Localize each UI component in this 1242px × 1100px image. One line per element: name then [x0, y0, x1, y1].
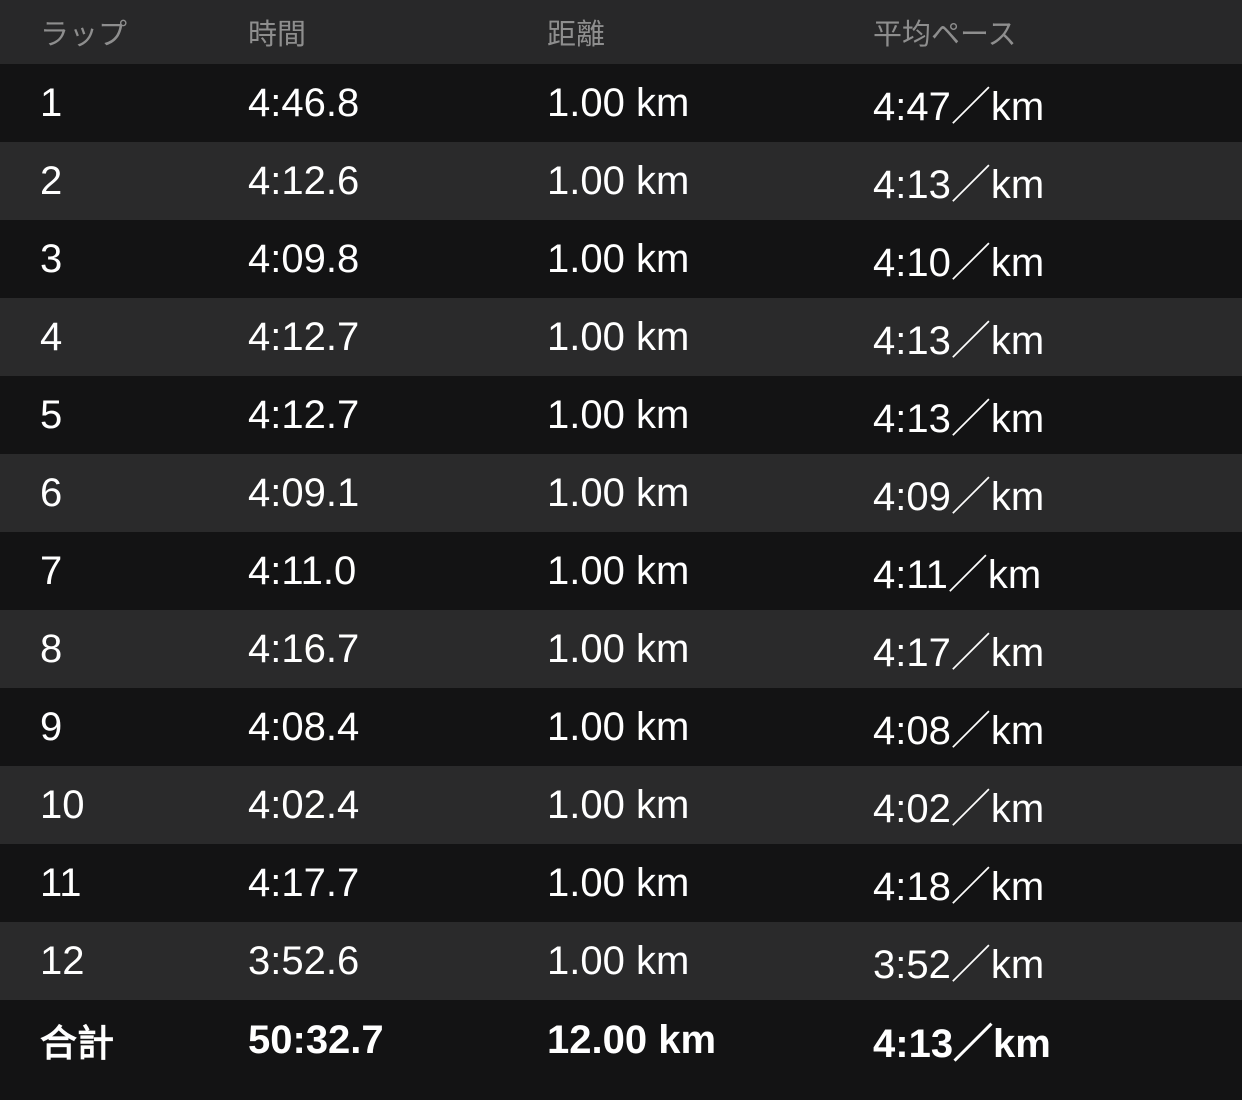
time-cell: 4:17.7 [248, 860, 360, 905]
distance-cell: 1.00 km [547, 938, 690, 983]
distance-cell: 1.00 km [547, 236, 690, 281]
table-row: 10 4:02.4 1.00 km 4:02／km [0, 766, 1242, 844]
time-cell: 3:52.6 [248, 938, 360, 983]
total-pace-cell: 4:13／km [873, 1022, 1051, 1066]
table-row: 8 4:16.7 1.00 km 4:17／km [0, 610, 1242, 688]
table-row: 2 4:12.6 1.00 km 4:13／km [0, 142, 1242, 220]
total-row: 合計 50:32.7 12.00 km 4:13／km [0, 1000, 1242, 1100]
distance-cell: 1.00 km [547, 548, 690, 593]
time-cell: 4:02.4 [248, 782, 360, 827]
lap-cell: 11 [40, 860, 82, 905]
pace-cell: 3:52／km [873, 943, 1045, 987]
column-header-lap: ラップ [40, 19, 128, 51]
table-row: 12 3:52.6 1.00 km 3:52／km [0, 922, 1242, 1000]
time-cell: 4:11.0 [248, 548, 357, 593]
distance-cell: 1.00 km [547, 314, 690, 359]
lap-cell: 5 [40, 392, 63, 437]
table-header: ラップ 時間 距離 平均ペース [0, 0, 1242, 64]
distance-cell: 1.00 km [547, 704, 690, 749]
lap-cell: 4 [40, 314, 63, 359]
column-header-time: 時間 [248, 19, 307, 51]
lap-cell: 8 [40, 626, 63, 671]
lap-cell: 7 [40, 548, 63, 593]
lap-cell: 1 [40, 80, 63, 125]
pace-cell: 4:08／km [873, 709, 1045, 753]
lap-cell: 9 [40, 704, 63, 749]
time-cell: 4:12.6 [248, 158, 360, 203]
lap-cell: 3 [40, 236, 63, 281]
distance-cell: 1.00 km [547, 470, 690, 515]
time-cell: 4:09.1 [248, 470, 360, 515]
distance-cell: 1.00 km [547, 158, 690, 203]
table-row: 3 4:09.8 1.00 km 4:10／km [0, 220, 1242, 298]
pace-cell: 4:09／km [873, 475, 1045, 519]
distance-cell: 1.00 km [547, 860, 690, 905]
table-row: 11 4:17.7 1.00 km 4:18／km [0, 844, 1242, 922]
lap-cell: 2 [40, 158, 63, 203]
column-header-pace: 平均ペース [873, 19, 1017, 51]
table-row: 7 4:11.0 1.00 km 4:11／km [0, 532, 1242, 610]
total-time-cell: 50:32.7 [248, 1017, 384, 1062]
pace-cell: 4:47／km [873, 85, 1045, 129]
distance-cell: 1.00 km [547, 80, 690, 125]
distance-cell: 1.00 km [547, 626, 690, 671]
distance-cell: 1.00 km [547, 782, 690, 827]
total-label: 合計 [40, 1023, 114, 1064]
column-header-distance: 距離 [547, 19, 606, 51]
lap-cell: 10 [40, 782, 85, 827]
pace-cell: 4:18／km [873, 865, 1045, 909]
table-row: 9 4:08.4 1.00 km 4:08／km [0, 688, 1242, 766]
time-cell: 4:46.8 [248, 80, 360, 125]
table-row: 4 4:12.7 1.00 km 4:13／km [0, 298, 1242, 376]
total-distance-cell: 12.00 km [547, 1017, 717, 1062]
pace-cell: 4:02／km [873, 787, 1045, 831]
time-cell: 4:08.4 [248, 704, 360, 749]
pace-cell: 4:17／km [873, 631, 1045, 675]
table-row: 1 4:46.8 1.00 km 4:47／km [0, 64, 1242, 142]
distance-cell: 1.00 km [547, 392, 690, 437]
pace-cell: 4:13／km [873, 319, 1045, 363]
pace-cell: 4:11／km [873, 553, 1042, 597]
time-cell: 4:16.7 [248, 626, 360, 671]
pace-cell: 4:13／km [873, 397, 1045, 441]
time-cell: 4:12.7 [248, 314, 360, 359]
pace-cell: 4:10／km [873, 241, 1045, 285]
lap-cell: 6 [40, 470, 63, 515]
lap-cell: 12 [40, 938, 85, 983]
time-cell: 4:12.7 [248, 392, 360, 437]
rows-container: 1 4:46.8 1.00 km 4:47／km 2 4:12.6 1.00 km 4:13／… [0, 64, 1242, 1000]
table-row: 6 4:09.1 1.00 km 4:09／km [0, 454, 1242, 532]
time-cell: 4:09.8 [248, 236, 360, 281]
table-row: 5 4:12.7 1.00 km 4:13／km [0, 376, 1242, 454]
pace-cell: 4:13／km [873, 163, 1045, 207]
